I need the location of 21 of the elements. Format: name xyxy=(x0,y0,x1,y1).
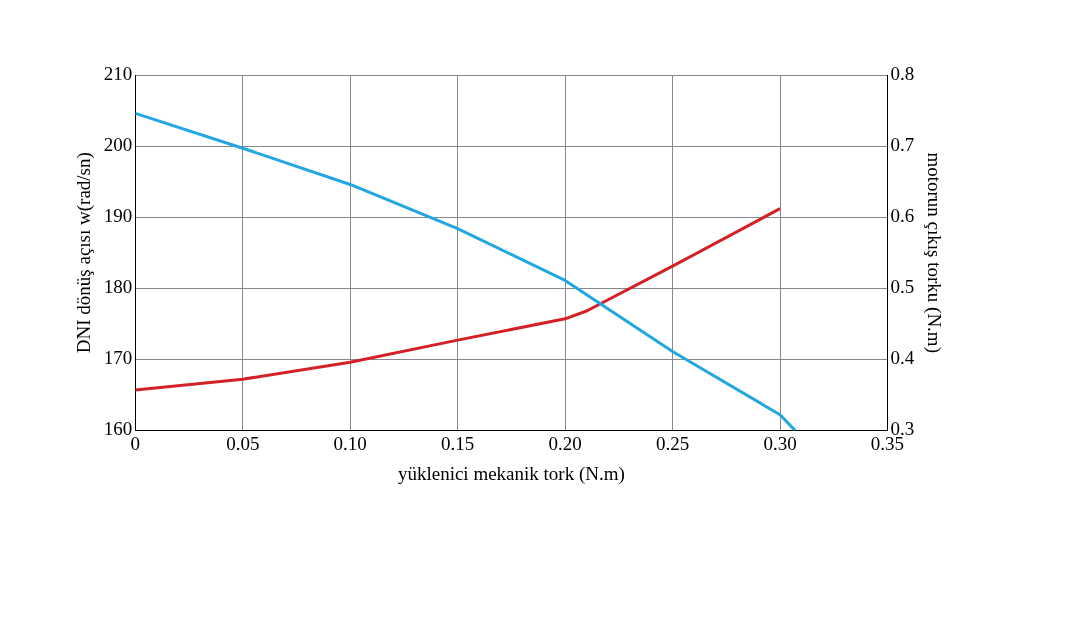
x-tick-label: 0.25 xyxy=(655,432,690,454)
x-tick-label: 0.10 xyxy=(333,432,367,454)
x-tick-label: 0.20 xyxy=(548,432,582,454)
y2-tick-label: 0.7 xyxy=(890,134,915,156)
y-tick-label: 180 xyxy=(103,276,133,298)
y-tick-label: 210 xyxy=(103,62,133,84)
y-axis-title: DNI dönüş açısı w(rad/sn) xyxy=(73,152,96,354)
x-tick-label: 0.15 xyxy=(441,432,475,454)
y-tick-label: 200 xyxy=(103,134,133,156)
y2-axis-title: motorun çıkış torku (N.m) xyxy=(922,152,945,353)
y-tick-label: 170 xyxy=(103,347,133,369)
y-tick-label: 160 xyxy=(103,418,133,440)
y2-tick-label: 0.6 xyxy=(890,205,915,227)
y2-tick-label: 0.8 xyxy=(890,62,915,84)
y2-tick-label: 0.4 xyxy=(890,347,915,369)
x-tick-label: 0.30 xyxy=(763,432,797,454)
x-tick-label: 0 xyxy=(130,432,141,454)
x-tick-label: 0.05 xyxy=(226,432,260,454)
x-axis-title: yüklenici mekanik tork (N.m) xyxy=(397,462,625,485)
y2-tick-label: 0.5 xyxy=(890,276,915,298)
y-tick-label: 190 xyxy=(103,205,133,227)
